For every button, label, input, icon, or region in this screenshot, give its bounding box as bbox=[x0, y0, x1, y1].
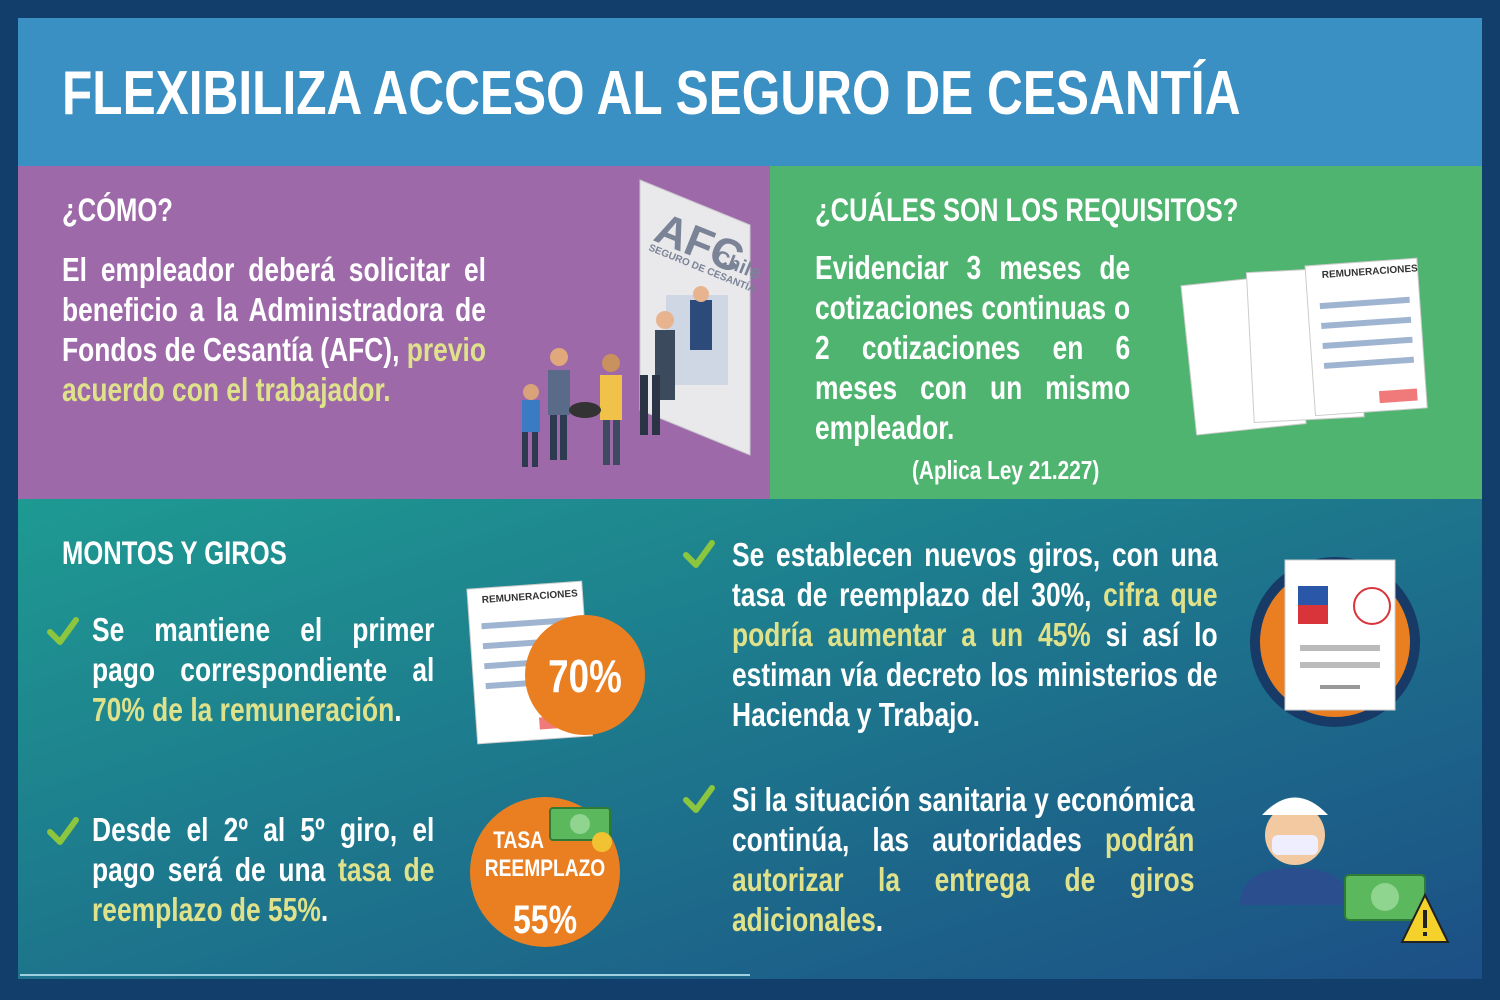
badge-label: TASA REEMPLAZO bbox=[485, 826, 605, 882]
text: Desde el 2º al 5º giro, el pago será de … bbox=[92, 811, 435, 888]
badge-value: 55% bbox=[513, 897, 577, 942]
item-text: Si la situación sanitaria y económica co… bbox=[732, 780, 1194, 940]
item-text: Desde el 2º al 5º giro, el pago será de … bbox=[92, 810, 434, 930]
text: si así lo estiman vía decreto los minist… bbox=[732, 616, 1218, 733]
note: (Aplica Ley 21.227) bbox=[912, 455, 1100, 485]
title: FLEXIBILIZA ACCESO AL SEGURO DE CESANTÍA bbox=[62, 59, 1241, 128]
text: Evidenciar 3 meses de cotizaciones conti… bbox=[815, 249, 1131, 446]
text: . bbox=[320, 891, 329, 928]
text: . bbox=[875, 901, 884, 938]
item-text: Se establecen nuevos giros, con una tasa… bbox=[732, 535, 1218, 735]
highlight-text: cifra que podría aumentar a un 45% bbox=[732, 576, 1218, 653]
section-heading: ¿CUÁLES SON LOS REQUISITOS? bbox=[815, 192, 1239, 228]
paragraph: El empleador deberá solicitar el benefic… bbox=[62, 250, 486, 410]
text: Si la situación sanitaria y económica co… bbox=[732, 781, 1195, 858]
text: Se mantiene el primer pago correspondien… bbox=[92, 611, 435, 688]
highlight-text: podrán autorizar la entrega de giros adi… bbox=[732, 821, 1195, 938]
text: Se establecen nuevos giros, con una tasa… bbox=[732, 536, 1218, 613]
highlight-text: previo acuerdo con el trabajador. bbox=[62, 331, 486, 408]
section-heading: MONTOS Y GIROS bbox=[62, 535, 287, 571]
highlight-text: tasa de reemplazo de 55% bbox=[92, 851, 435, 928]
paragraph: Evidenciar 3 meses de cotizaciones conti… bbox=[815, 248, 1130, 448]
section-heading: ¿CÓMO? bbox=[62, 192, 173, 228]
text: El empleador deberá solicitar el benefic… bbox=[62, 251, 486, 368]
badge-value: 70% bbox=[548, 650, 622, 702]
highlight-text: 70% de la remuneración bbox=[92, 691, 395, 728]
text: . bbox=[394, 691, 402, 728]
item-text: Se mantiene el primer pago correspondien… bbox=[92, 610, 434, 730]
